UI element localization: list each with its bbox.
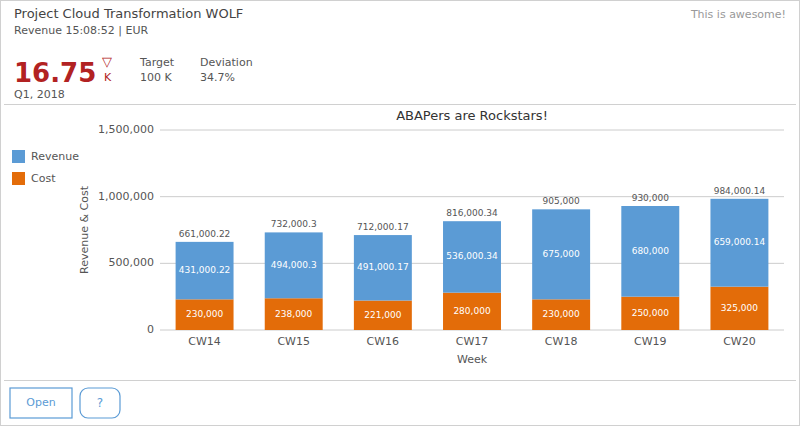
- x-tick-label: CW19: [634, 335, 667, 348]
- bar-segment: [443, 221, 501, 292]
- x-tick-label: CW16: [367, 335, 400, 348]
- bar-segment: [265, 232, 323, 298]
- legend-label: Cost: [31, 172, 56, 185]
- x-tick-label: CW20: [723, 335, 756, 348]
- bar-label: 250,000: [632, 308, 669, 318]
- bar-label: 221,000: [364, 310, 401, 320]
- legend: Revenue Cost: [12, 150, 79, 185]
- header: Project Cloud Transformation WOLF Revenue…: [14, 6, 786, 101]
- bar-segment: [621, 206, 679, 297]
- chart-title: ABAPers are Rockstars!: [396, 108, 548, 123]
- legend-swatch: [12, 150, 25, 163]
- bar-label: 230,000: [543, 309, 580, 319]
- bar-segment: [354, 301, 412, 330]
- bar-label: 536,000.34: [446, 251, 498, 261]
- help-button-label[interactable]: ?: [97, 396, 103, 410]
- bar-label: 659,000.14: [714, 237, 766, 247]
- kpi-target-label: Target: [139, 56, 175, 69]
- total-label: 984,000.14: [714, 186, 766, 196]
- grid-line: [160, 130, 784, 131]
- open-button-label[interactable]: Open: [26, 396, 55, 409]
- x-tick-label: CW17: [456, 335, 489, 348]
- bar-segment: [354, 235, 412, 300]
- y-axis-label: Revenue & Cost: [78, 185, 91, 274]
- bar-label: 325,000: [721, 303, 758, 313]
- bar-segment: [710, 287, 768, 330]
- dashboard: Project Cloud Transformation WOLF Revenue…: [0, 0, 800, 426]
- x-tick-label: CW15: [277, 335, 310, 348]
- bar-label: 491,000.17: [357, 262, 409, 272]
- kpi-unit: K: [104, 71, 112, 84]
- total-label: 661,000.22: [179, 229, 231, 239]
- y-axis: 0 500,000 1,000,000 1,500,000 Revenue & Cost: [78, 123, 784, 336]
- legend-swatch: [12, 172, 25, 185]
- chart: ABAPers are Rockstars! 0 500,000 1,000,000 1…: [78, 108, 784, 366]
- grid-line: [160, 196, 784, 197]
- kpi-indicator: ▽: [102, 54, 112, 69]
- bar-segment: [443, 293, 501, 330]
- open-button[interactable]: [10, 388, 72, 418]
- bar-segment: [532, 209, 590, 299]
- kpi-period: Q1, 2018: [14, 88, 65, 101]
- footer-separator: [4, 380, 796, 381]
- help-button[interactable]: [80, 388, 120, 418]
- kpi-value: 16.75: [14, 58, 96, 88]
- total-label: 712,000.17: [357, 222, 409, 232]
- bar-segment: [621, 297, 679, 330]
- total-label: 930,000: [632, 193, 669, 203]
- data-labels: 230,000 238,000 221,000 280,000 230,000 250,0…: [179, 186, 766, 320]
- bar-segment: [176, 299, 234, 330]
- top-right-text: This is awesome!: [690, 8, 786, 21]
- header-separator: [4, 104, 796, 105]
- bar-label: 238,000: [275, 309, 312, 319]
- x-axis-label: Week: [457, 353, 488, 366]
- x-axis: CW14 CW15 CW16 CW17 CW18 CW19 CW20 Week: [188, 335, 755, 366]
- bars: [176, 199, 769, 330]
- x-tick-label: CW14: [188, 335, 221, 348]
- bar-label: 494,000.3: [271, 260, 317, 270]
- y-tick-label: 500,000: [109, 256, 155, 269]
- legend-label: Revenue: [31, 150, 79, 163]
- total-label: 905,000: [543, 196, 580, 206]
- buttons: Open?: [10, 388, 120, 418]
- bar-segment: [710, 199, 768, 287]
- bar-label: 230,000: [186, 309, 223, 319]
- page-title: Project Cloud Transformation WOLF: [14, 6, 243, 21]
- y-tick-label: 1,000,000: [98, 190, 154, 203]
- bar-label: 680,000: [632, 246, 669, 256]
- bar-label: 431,000.22: [179, 265, 231, 275]
- y-tick-label: 0: [147, 323, 154, 336]
- kpi-target-value: 100 K: [140, 71, 172, 84]
- page-subtitle: Revenue 15:08:52 | EUR: [14, 24, 149, 37]
- x-tick-label: CW18: [545, 335, 578, 348]
- bar-label: 280,000: [453, 306, 490, 316]
- kpi-deviation-label: Deviation: [200, 56, 253, 69]
- bar-label: 675,000: [543, 249, 580, 259]
- kpi-deviation-value: 34.7%: [200, 71, 235, 84]
- bar-segment: [265, 298, 323, 330]
- total-label: 732,000.3: [271, 219, 317, 229]
- outer-border: [1, 1, 800, 426]
- total-label: 816,000.34: [446, 208, 498, 218]
- bar-segment: [532, 299, 590, 330]
- y-tick-label: 1,500,000: [98, 123, 154, 136]
- bar-segment: [176, 242, 234, 299]
